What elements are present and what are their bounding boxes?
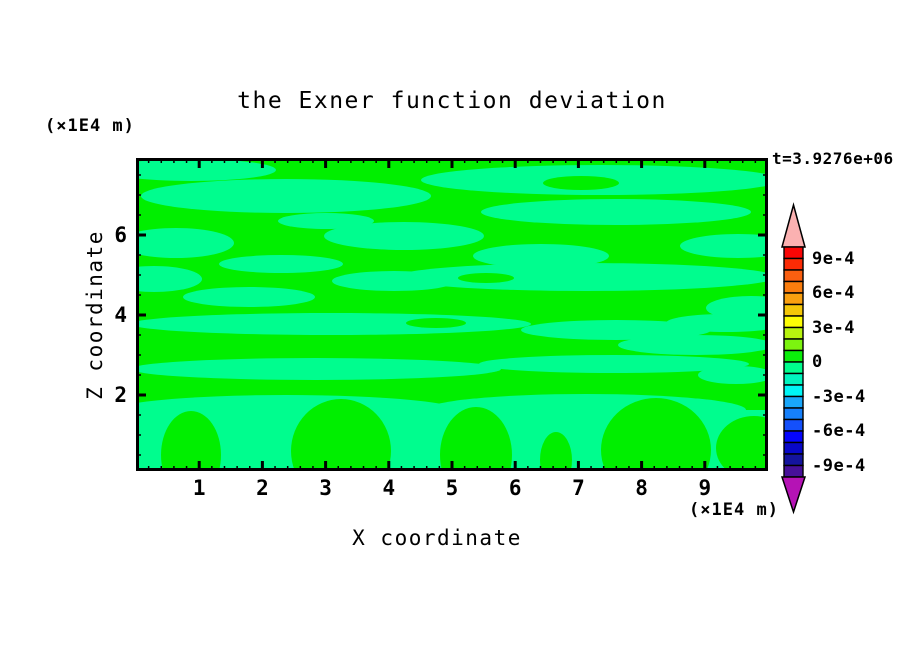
colorbar-segment (783, 280, 804, 294)
colorbar-segment (783, 315, 804, 329)
time-label: t=3.9276e+06 (772, 149, 894, 168)
x-tick-label: 8 (635, 476, 648, 500)
plot-frame (136, 158, 768, 471)
x-tick-label: 7 (572, 476, 585, 500)
colorbar-segment (783, 441, 804, 455)
x-tick-label: 4 (382, 476, 396, 500)
y-axis-unit-label: (×1E4 m) (45, 116, 135, 136)
contour-plot (136, 158, 768, 471)
colorbar-under-arrow (780, 476, 807, 515)
x-tick-label: 5 (445, 476, 459, 500)
colorbar-segment (783, 349, 804, 363)
colorbar-segment (783, 395, 804, 409)
colorbar-label: 3e-4 (812, 317, 855, 338)
colorbar-label: -6e-4 (812, 421, 866, 441)
x-tick-label: 3 (319, 476, 332, 500)
colorbar-label: -9e-4 (812, 455, 866, 476)
colorbar-label: 6e-4 (812, 283, 855, 303)
colorbar (780, 202, 807, 515)
colorbar-over-arrow (781, 202, 806, 248)
y-tick-label: 2 (114, 383, 127, 407)
y-axis-label: Z coordinate (83, 230, 107, 400)
y-tick-label: 6 (114, 223, 127, 247)
plot-title: the Exner function deviation (237, 88, 667, 114)
colorbar-segment (783, 372, 804, 386)
colorbar-segment (783, 407, 804, 421)
colorbar-segment (783, 430, 804, 444)
colorbar-label: 9e-4 (812, 248, 855, 269)
colorbar-segment (783, 384, 804, 398)
y-tick-label: 4 (114, 303, 127, 327)
x-axis-label: X coordinate (352, 526, 522, 550)
colorbar-segment (783, 338, 804, 352)
colorbar-segment (783, 326, 804, 340)
x-tick-label: 6 (508, 476, 522, 500)
colorbar-segment (783, 269, 804, 283)
colorbar-segment (783, 418, 804, 432)
colorbar-segment (783, 453, 804, 467)
colorbar-segment (783, 246, 804, 260)
x-tick-label: 9 (698, 476, 712, 500)
field-blobs (136, 158, 768, 471)
colorbar-segment (783, 464, 804, 478)
colorbar-label: 0 (812, 352, 823, 372)
colorbar-segment (783, 292, 804, 306)
x-tick-label: 2 (256, 476, 269, 500)
x-tick-label: 1 (192, 476, 206, 500)
x-axis-unit-label: (×1E4 m) (689, 500, 779, 520)
colorbar-segment (783, 257, 804, 271)
colorbar-segment (783, 361, 804, 375)
colorbar-label: -3e-4 (812, 386, 866, 407)
colorbar-segment (783, 303, 804, 317)
